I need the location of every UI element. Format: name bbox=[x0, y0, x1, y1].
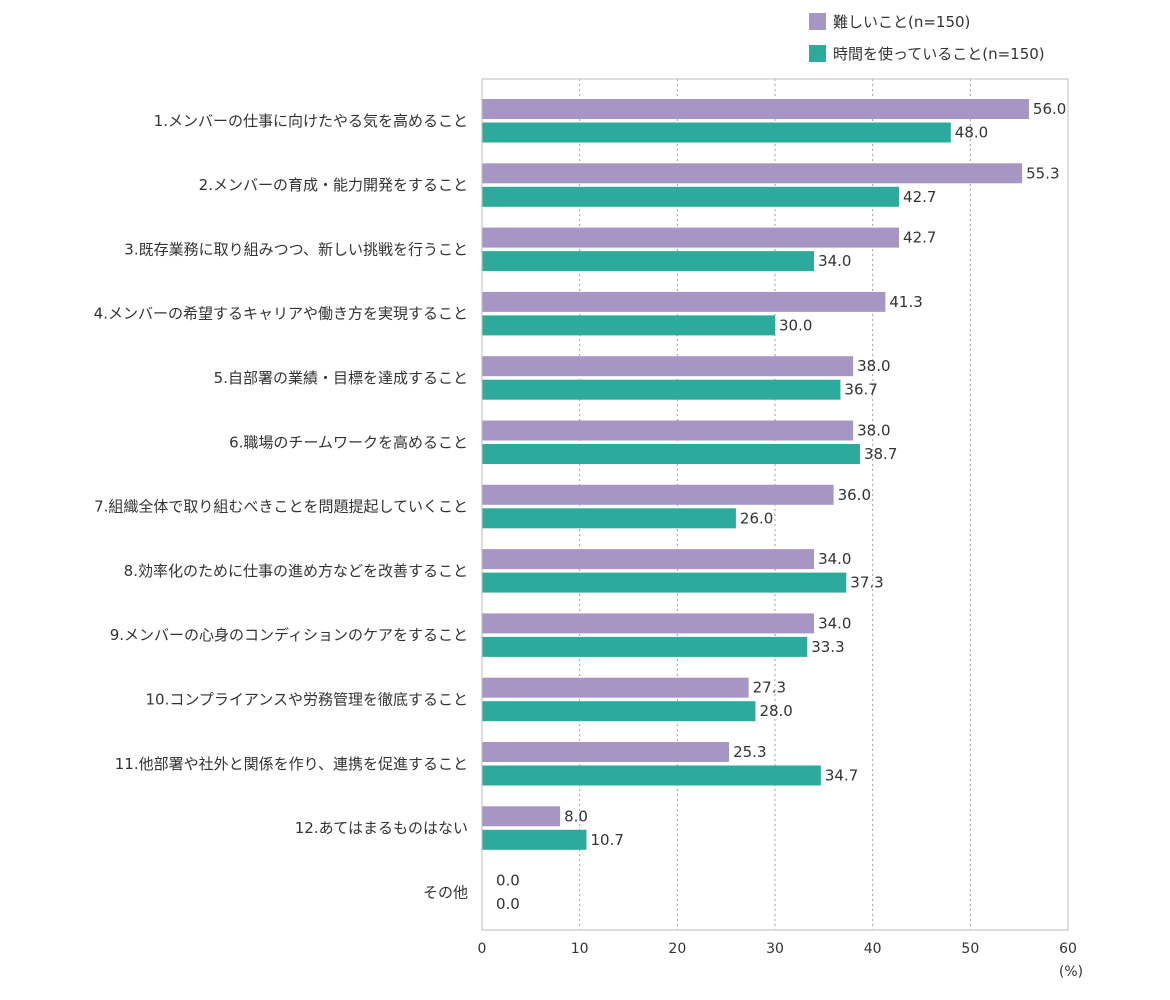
category-label: 2.メンバーの育成・能力開発をすること bbox=[199, 176, 468, 194]
category-label: 10.コンプライアンスや労務管理を徹底すること bbox=[145, 690, 468, 708]
data-label: 36.0 bbox=[838, 486, 871, 504]
legend-label: 難しいこと(n=150) bbox=[833, 13, 970, 31]
data-label: 42.7 bbox=[903, 229, 936, 247]
bar-series-2 bbox=[482, 444, 860, 464]
bar-series-2 bbox=[482, 829, 587, 850]
axes: 0 10 20 30 40 50 60 (%) bbox=[478, 78, 1083, 980]
category-label: その他 bbox=[423, 883, 468, 901]
bar-series-2 bbox=[482, 636, 808, 657]
data-label: 36.7 bbox=[844, 381, 877, 399]
bar-series-2 bbox=[482, 251, 815, 272]
bar-series-2 bbox=[482, 186, 900, 207]
x-tick-label: 20 bbox=[668, 941, 686, 957]
data-label: 38.7 bbox=[864, 445, 897, 463]
data-label: 30.0 bbox=[779, 316, 812, 334]
bar-series-2 bbox=[482, 122, 951, 143]
data-label: 27.3 bbox=[753, 679, 786, 697]
category-label: 3.既存業務に取り組みつつ、新しい挑戦を行うこと bbox=[124, 240, 468, 258]
x-tick-label: 30 bbox=[766, 941, 784, 957]
category-label: 7.組織全体で取り組むべきことを問題提起していくこと bbox=[94, 498, 468, 516]
data-label: 34.0 bbox=[818, 252, 851, 270]
data-label: 38.0 bbox=[857, 422, 890, 440]
data-label: 0.0 bbox=[496, 895, 520, 913]
bar-series-1 bbox=[482, 742, 730, 762]
x-axis-unit: (%) bbox=[1059, 964, 1083, 980]
bar-series-1 bbox=[482, 484, 834, 505]
bar-series-1 bbox=[482, 806, 561, 827]
data-label: 8.0 bbox=[564, 807, 588, 825]
data-label: 42.7 bbox=[903, 188, 936, 206]
bar-series-2 bbox=[482, 701, 756, 722]
category-label: 6.職場のチームワークを高めること bbox=[229, 433, 468, 451]
bar-series-2 bbox=[482, 572, 847, 593]
x-tick-label: 50 bbox=[961, 941, 979, 957]
data-label: 26.0 bbox=[740, 509, 773, 527]
legend-label: 時間を使っていること(n=150) bbox=[833, 45, 1045, 63]
category-labels: 1.メンバーの仕事に向けたやる気を高めること 2.メンバーの育成・能力開発をするこ… bbox=[94, 112, 468, 902]
category-label: 9.メンバーの心身のコンディションのケアをすること bbox=[110, 626, 468, 644]
bar-series-1 bbox=[482, 420, 854, 441]
legend: 難しいこと(n=150) 時間を使っていること(n=150) bbox=[809, 13, 1045, 63]
legend-swatch bbox=[809, 45, 826, 62]
bar-series-1 bbox=[482, 677, 749, 698]
data-label: 34.7 bbox=[825, 767, 858, 785]
category-label: 8.効率化のために仕事の進め方などを改善すること bbox=[124, 562, 468, 580]
bar-series-2 bbox=[482, 508, 736, 529]
bar-series-1 bbox=[482, 163, 1023, 184]
category-label: 11.他部署や社外と関係を作り、連携を促進すること bbox=[115, 755, 468, 773]
plot-frame bbox=[481, 78, 1069, 931]
data-label: 38.0 bbox=[857, 357, 890, 375]
bar-series-2 bbox=[482, 765, 821, 786]
data-label: 56.0 bbox=[1033, 100, 1066, 118]
data-label: 28.0 bbox=[759, 702, 792, 720]
x-tick-label: 0 bbox=[478, 941, 487, 957]
bar-series-1 bbox=[482, 291, 886, 312]
data-label: 25.3 bbox=[733, 743, 766, 761]
bar-series-1 bbox=[482, 356, 854, 377]
category-label: 1.メンバーの仕事に向けたやる気を高めること bbox=[154, 112, 468, 130]
bar-series-2 bbox=[482, 379, 841, 400]
data-label: 33.3 bbox=[811, 638, 844, 656]
data-label: 48.0 bbox=[955, 124, 988, 142]
data-label: 0.0 bbox=[496, 872, 520, 890]
data-label: 41.3 bbox=[889, 293, 922, 311]
bar-series-1 bbox=[482, 613, 815, 634]
data-label: 34.0 bbox=[818, 614, 851, 632]
data-label: 10.7 bbox=[591, 831, 624, 849]
data-label: 37.3 bbox=[850, 574, 883, 592]
legend-swatch bbox=[809, 13, 826, 30]
bar-series-1 bbox=[482, 227, 900, 248]
x-tick-label: 10 bbox=[571, 941, 589, 957]
value-labels: 56.0 48.0 55.3 42.7 42.7 34.0 41.3 30.0 38.0 36.7… bbox=[496, 100, 1066, 913]
category-label: 5.自部署の業績・目標を達成すること bbox=[214, 369, 468, 387]
bars bbox=[482, 99, 1029, 850]
bar-series-1 bbox=[482, 549, 815, 570]
x-tick-label: 60 bbox=[1059, 941, 1077, 957]
data-label: 55.3 bbox=[1026, 164, 1059, 182]
bar-series-2 bbox=[482, 315, 775, 336]
category-label: 4.メンバーの希望するキャリアや働き方を実現すること bbox=[94, 305, 468, 323]
category-label: 12.あてはまるものはない bbox=[295, 819, 468, 837]
x-tick-label: 40 bbox=[864, 941, 882, 957]
bar-series-1 bbox=[482, 99, 1029, 119]
data-label: 34.0 bbox=[818, 550, 851, 568]
